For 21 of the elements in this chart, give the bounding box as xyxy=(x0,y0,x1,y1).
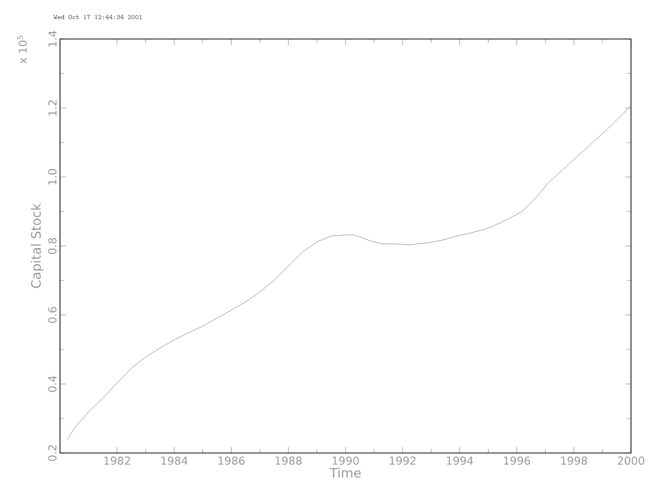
x-tick-label: 1988 xyxy=(276,456,302,465)
line-series xyxy=(66,106,632,440)
y-tick-label: 1.2 xyxy=(48,100,56,116)
x-tick-label: 1982 xyxy=(104,456,130,465)
y-tick-label: 0.6 xyxy=(48,306,56,323)
x-tick-label: 1990 xyxy=(332,456,359,465)
y-tick-label: 0.8 xyxy=(48,238,56,254)
y-tick-label: 0.4 xyxy=(48,376,56,392)
y-tick-label: 1.0 xyxy=(48,169,56,184)
x-tick-label: 1994 xyxy=(446,456,474,465)
x-tick-label: 1984 xyxy=(161,456,188,465)
x-tick-label: 2000 xyxy=(618,456,644,465)
x-tick-label: 1986 xyxy=(218,456,245,465)
y-tick-label: 1.4 xyxy=(48,30,56,46)
y-tick-label: 0.2 xyxy=(48,445,56,461)
x-tick-label: 1998 xyxy=(561,456,588,465)
x-tick-label: 1992 xyxy=(390,456,416,465)
y-axis-title: Capital Stock xyxy=(30,203,44,288)
x-tick-label: 1996 xyxy=(504,456,530,465)
text: x 10$^{5}$ xyxy=(17,36,27,64)
x-axis-title: Time xyxy=(330,468,361,478)
